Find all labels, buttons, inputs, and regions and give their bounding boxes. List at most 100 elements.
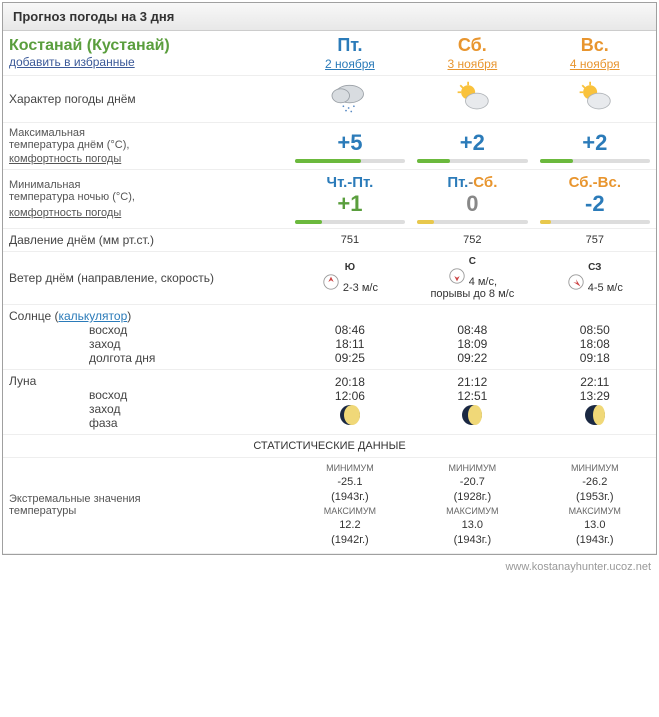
moonset-2: 13:29 (540, 389, 650, 403)
day-abbr-2: Вс. (540, 35, 650, 56)
min-lbl-2: МИНИМУМ (540, 462, 650, 475)
sun-row: Солнце (калькулятор) восход заход долгот… (3, 305, 656, 370)
min-temp-1: 0 (417, 191, 527, 217)
city-name: Костанай (Кустанай) (9, 37, 283, 55)
temp-bar (540, 220, 650, 224)
calculator-link[interactable]: калькулятор (58, 309, 127, 323)
stat-row: Экстремальные значения температуры МИНИМ… (3, 458, 656, 554)
day-abbr-0: Пт. (295, 35, 405, 56)
sunset-label: заход (9, 337, 283, 351)
sunrise-label: восход (9, 323, 283, 337)
weather-widget: Прогноз погоды на 3 дня Костанай (Кустан… (2, 2, 657, 555)
min-temp-0: +1 (295, 191, 405, 217)
pressure-2: 757 (534, 229, 656, 252)
moonrise-1: 21:12 (417, 375, 527, 389)
wind-speed-1: 4 м/с, (469, 276, 497, 288)
wind-dir-0: Ю (295, 262, 405, 273)
night-hdr-0: Чт.-Пт. (295, 174, 405, 191)
moon-row: Луна восход заход фаза 20:1812:06 21:121… (3, 370, 656, 435)
wind-speed-2: 4-5 м/с (588, 282, 623, 294)
min-temp-l1: Минимальная (9, 179, 283, 191)
moonset-1: 12:51 (417, 389, 527, 403)
moonset-label: заход (9, 402, 283, 416)
stat-header-row: СТАТИСТИЧЕСКИЕ ДАННЫЕ (3, 435, 656, 458)
stat-header: СТАТИСТИЧЕСКИЕ ДАННЫЕ (3, 435, 656, 458)
partly-sunny-icon (450, 80, 495, 115)
sunset-2: 18:08 (540, 337, 650, 351)
max-yr-1: (1943г.) (417, 533, 527, 548)
pressure-0: 751 (289, 229, 411, 252)
max-temp-row: Максимальная температура днём (°С), комф… (3, 123, 656, 170)
compass-icon (567, 273, 585, 291)
night-hdr-1: Пт.-Сб. (417, 174, 527, 191)
night-hdr-2: Сб.-Вс. (540, 174, 650, 191)
moonrise-0: 20:18 (295, 375, 405, 389)
sunrise-0: 08:46 (295, 323, 405, 337)
stat-l2: температуры (9, 505, 283, 517)
pressure-label: Давление днём (мм рт.ст.) (3, 229, 289, 252)
min-yr-0: (1943г.) (295, 490, 405, 505)
wind-label: Ветер днём (направление, скорость) (3, 252, 289, 305)
min-lbl-0: МИНИМУМ (295, 462, 405, 475)
max-temp-l2: температура днём (°С), (9, 139, 283, 151)
phase-label: фаза (9, 416, 283, 430)
wind-gust-1: порывы до 8 м/с (417, 288, 527, 300)
forecast-table: Костанай (Кустанай) добавить в избранные… (3, 31, 656, 554)
min-val-0: -25.1 (295, 475, 405, 490)
max-temp-2: +2 (540, 130, 650, 156)
partly-sunny-icon (572, 80, 617, 115)
temp-bar (417, 220, 527, 224)
temp-bar (295, 159, 405, 163)
pressure-1: 752 (411, 229, 533, 252)
max-temp-0: +5 (295, 130, 405, 156)
wind-dir-2: СЗ (540, 262, 650, 273)
moon-phase-icon (460, 403, 484, 427)
moonrise-2: 22:11 (540, 375, 650, 389)
max-yr-0: (1942г.) (295, 533, 405, 548)
temp-bar (417, 159, 527, 163)
wind-dir-1: С (417, 256, 527, 267)
max-lbl-1: МАКСИМУМ (417, 505, 527, 518)
max-temp-l1: Максимальная (9, 127, 283, 139)
min-val-2: -26.2 (540, 475, 650, 490)
snow-cloud-icon (327, 80, 372, 115)
min-temp-2: -2 (540, 191, 650, 217)
pressure-row: Давление днём (мм рт.ст.) 751 752 757 (3, 229, 656, 252)
comfort-link[interactable]: комфортность погоды (9, 153, 121, 165)
sunrise-2: 08:50 (540, 323, 650, 337)
day-abbr-1: Сб. (417, 35, 527, 56)
min-temp-l2: температура ночью (°С), (9, 191, 283, 203)
header-row: Костанай (Кустанай) добавить в избранные… (3, 31, 656, 76)
wind-row: Ветер днём (направление, скорость) Ю 2-3… (3, 252, 656, 305)
moonset-0: 12:06 (295, 389, 405, 403)
char-day-label: Характер погоды днём (3, 76, 289, 123)
max-lbl-0: МАКСИМУМ (295, 505, 405, 518)
max-lbl-2: МАКСИМУМ (540, 505, 650, 518)
sunrise-1: 08:48 (417, 323, 527, 337)
compass-icon (448, 267, 466, 285)
max-val-1: 13.0 (417, 518, 527, 533)
add-favorite-link[interactable]: добавить в избранные (9, 55, 135, 69)
daylen-2: 09:18 (540, 351, 650, 365)
date-link-0[interactable]: 2 ноября (325, 57, 375, 71)
compass-icon (322, 273, 340, 291)
moonrise-label: восход (9, 388, 283, 402)
max-temp-1: +2 (417, 130, 527, 156)
sunset-0: 18:11 (295, 337, 405, 351)
sunset-1: 18:09 (417, 337, 527, 351)
min-yr-1: (1928г.) (417, 490, 527, 505)
comfort-link-2[interactable]: комфортность погоды (9, 207, 121, 219)
daylen-0: 09:25 (295, 351, 405, 365)
widget-title: Прогноз погоды на 3 дня (3, 3, 656, 31)
max-val-2: 13.0 (540, 518, 650, 533)
min-temp-row: Минимальная температура ночью (°С), комф… (3, 170, 656, 229)
daylen-1: 09:22 (417, 351, 527, 365)
date-link-2[interactable]: 4 ноября (570, 57, 620, 71)
date-link-1[interactable]: 3 ноября (447, 57, 497, 71)
stat-l1: Экстремальные значения (9, 493, 283, 505)
max-val-0: 12.2 (295, 518, 405, 533)
moon-phase-icon (338, 403, 362, 427)
temp-bar (295, 220, 405, 224)
min-yr-2: (1953г.) (540, 490, 650, 505)
daylength-label: долгота дня (9, 351, 283, 365)
